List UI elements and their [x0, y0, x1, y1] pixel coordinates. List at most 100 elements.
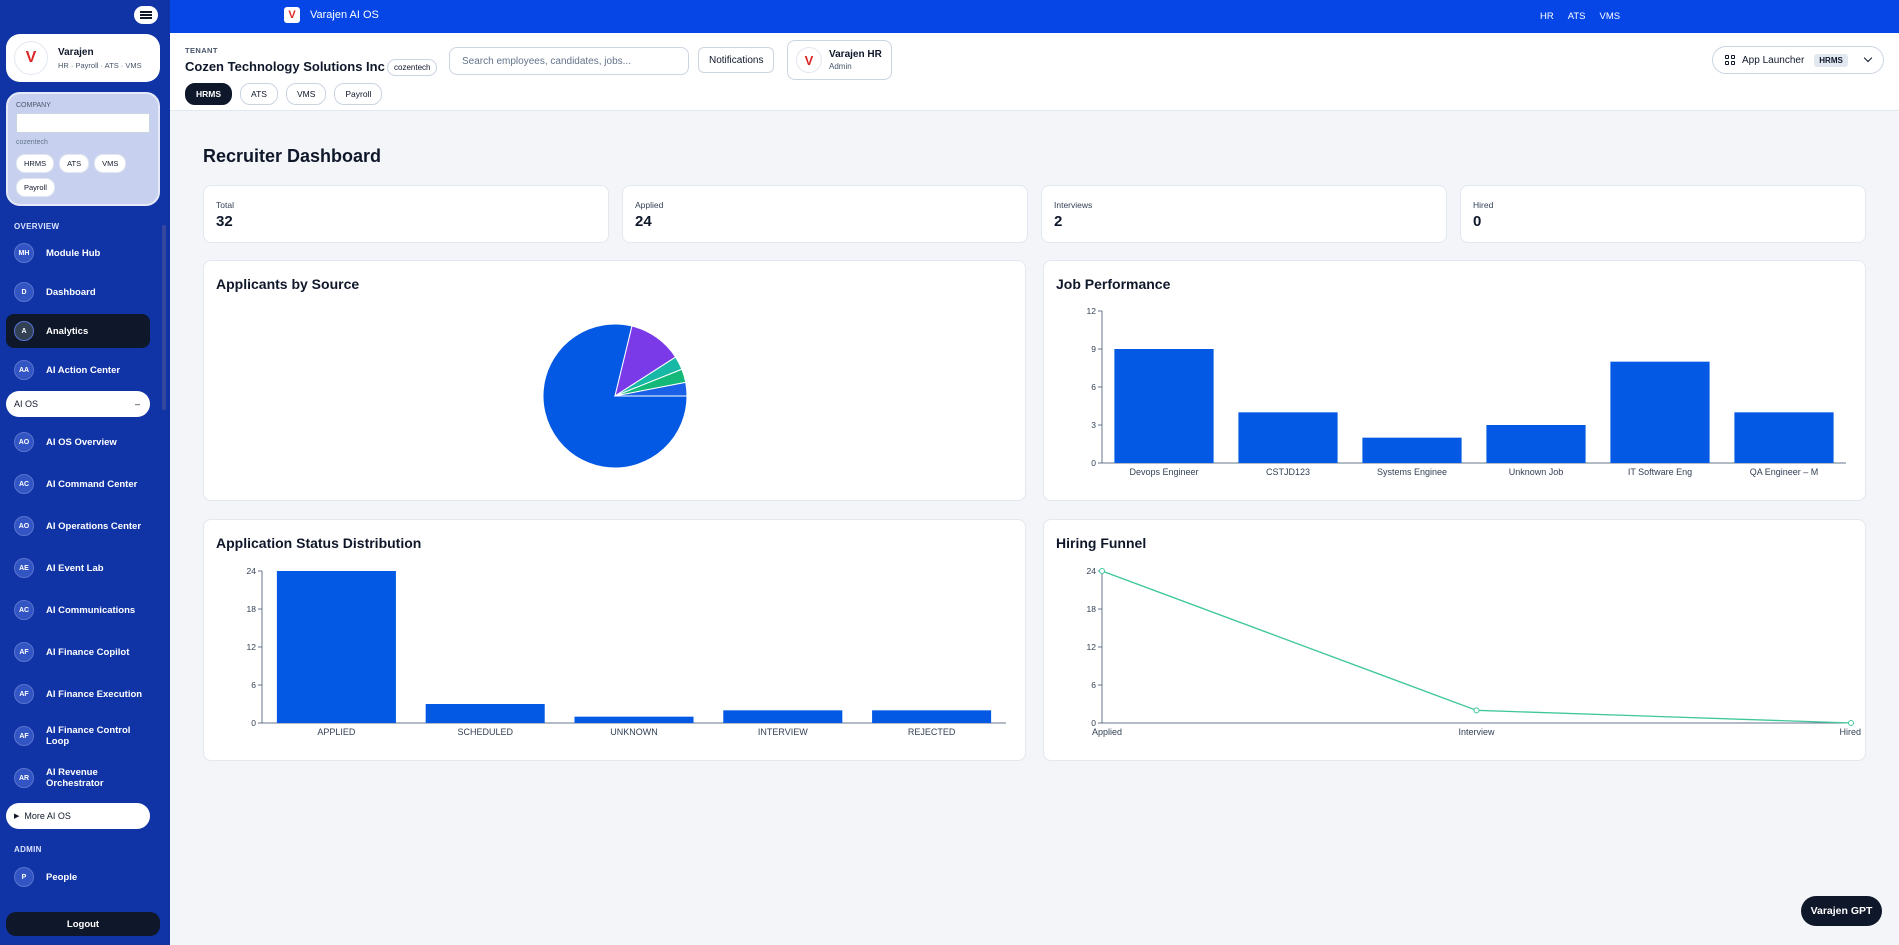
app-title: Varajen AI OS	[310, 9, 379, 21]
module-pill-hrms[interactable]: HRMS	[185, 83, 233, 105]
chart-title: Applicants by Source	[216, 276, 360, 292]
sidebar-item-analytics[interactable]: A Analytics	[6, 314, 150, 348]
varajen-gpt-button[interactable]: Varajen GPT	[1801, 896, 1882, 926]
x-tick-label: INTERVIEW	[758, 727, 808, 737]
bar	[425, 704, 545, 723]
sidebar-item-ai-finance-control-loop[interactable]: AF AI Finance Control Loop	[6, 719, 150, 753]
top-link-vms[interactable]: VMS	[1599, 11, 1621, 22]
stat-label: Interviews	[1054, 200, 1093, 210]
nav-badge: A	[14, 321, 34, 341]
x-tick-label: CSTJD123	[1266, 467, 1310, 477]
sidebar-item-label: AI Operations Center	[46, 520, 142, 532]
company-module-ats[interactable]: ATS	[59, 154, 90, 173]
sidebar-item-label: AI Revenue Orchestrator	[46, 767, 104, 789]
y-tick-label: 12	[1087, 642, 1097, 652]
sidebar-item-people[interactable]: P People	[6, 860, 150, 894]
bar	[1610, 361, 1710, 463]
x-tick-label: Systems Enginee	[1377, 467, 1447, 477]
menu-icon[interactable]	[134, 6, 158, 24]
y-tick-label: 6	[1091, 680, 1096, 690]
company-module-hrms[interactable]: HRMS	[16, 154, 55, 173]
stat-value: 0	[1473, 213, 1482, 230]
search-input[interactable]	[449, 47, 689, 75]
bar-chart: 0 3 6 9 12 Devops Engineer CSTJD123 Systems Eng…	[1087, 306, 1846, 477]
sidebar-item-ai-revenue-orchestrator[interactable]: AR AI Revenue Orchestrator	[6, 761, 150, 795]
bar	[1362, 437, 1462, 463]
x-tick-label: IT Software Eng	[1628, 467, 1692, 477]
chart-title: Job Performance	[1056, 276, 1171, 292]
sidebar-item-dashboard[interactable]: D Dashboard	[6, 275, 150, 309]
nav-badge: AC	[14, 474, 34, 494]
header: TENANT Cozen Technology Solutions Inc co…	[170, 33, 1899, 111]
more-ai-os-toggle[interactable]: ▶ More AI OS	[6, 803, 150, 829]
x-tick-label: APPLIED	[317, 727, 356, 737]
app-launcher-tag: HRMS	[1814, 53, 1848, 67]
sidebar-item-label: AI Finance Execution	[46, 688, 143, 700]
top-link-ats[interactable]: ATS	[1567, 11, 1586, 22]
nav-badge: P	[14, 867, 34, 887]
sidebar-item-ai-command-center[interactable]: AC AI Command Center	[6, 467, 150, 501]
stat-card-total: Total 32	[203, 185, 609, 243]
nav-badge: AF	[14, 642, 34, 662]
chart-card-application-status: Application Status Distribution 0 6 12 18 24…	[203, 519, 1026, 761]
sidebar-item-ai-finance-copilot[interactable]: AF AI Finance Copilot	[6, 635, 150, 669]
ai-os-group-toggle[interactable]: AI OS –	[6, 391, 150, 417]
sidebar-item-module-hub[interactable]: MH Module Hub	[6, 236, 150, 270]
chart-title: Application Status Distribution	[216, 535, 422, 551]
sidebar-item-ai-action-center[interactable]: AA AI Action Center	[6, 353, 150, 387]
sidebar-item-label: AI Communications	[46, 604, 136, 616]
y-tick-label: 18	[1087, 604, 1097, 614]
chart-card-applicants-by-source: Applicants by Source	[203, 260, 1026, 501]
y-tick-label: 0	[1091, 718, 1096, 728]
sidebar-item-label: AI OS Overview	[46, 436, 117, 448]
bar	[1238, 412, 1338, 463]
sidebar-item-label: AI Command Center	[46, 478, 138, 490]
sidebar-item-ai-operations-center[interactable]: AO AI Operations Center	[6, 509, 150, 543]
topbar: V Varajen AI OS HR ATS VMS	[170, 0, 1899, 33]
nav-badge: AA	[14, 360, 34, 380]
chevron-down-icon	[1863, 53, 1873, 63]
logout-button[interactable]: Logout	[6, 912, 160, 936]
notifications-button[interactable]: Notifications	[698, 47, 775, 73]
company-input[interactable]	[16, 113, 150, 133]
sidebar-item-ai-finance-execution[interactable]: AF AI Finance Execution	[6, 677, 150, 711]
sidebar-item-label: Dashboard	[46, 286, 96, 298]
y-tick-label: 12	[247, 642, 257, 652]
expand-icon: ▶	[14, 813, 20, 820]
x-tick-label: Unknown Job	[1509, 467, 1564, 477]
brand-card[interactable]: V Varajen HR · Payroll · ATS · VMS	[6, 34, 160, 82]
data-point	[1473, 707, 1480, 714]
module-pill-payroll[interactable]: Payroll	[334, 83, 383, 105]
sidebar-item-ai-event-lab[interactable]: AE AI Event Lab	[6, 551, 150, 585]
stat-value: 24	[635, 213, 652, 230]
sidebar-item-ai-communications[interactable]: AC AI Communications	[6, 593, 150, 627]
nav-badge: AR	[14, 768, 34, 788]
page-title: Recruiter Dashboard	[203, 146, 382, 166]
sidebar-item-label: AI Action Center	[46, 364, 121, 376]
sidebar-scrollbar[interactable]	[162, 225, 166, 410]
user-menu[interactable]: V Varajen HR Admin	[787, 40, 892, 80]
sidebar: V Varajen HR · Payroll · ATS · VMS COMPA…	[0, 0, 170, 945]
top-link-hr[interactable]: HR	[1540, 11, 1554, 22]
module-pill-vms[interactable]: VMS	[285, 83, 327, 105]
bar	[574, 716, 694, 723]
admin-section-label: ADMIN	[14, 845, 42, 854]
y-tick-label: 6	[1091, 382, 1096, 392]
pie-slice	[614, 381, 688, 397]
company-label: COMPANY	[16, 102, 51, 109]
sidebar-item-ai-os-overview[interactable]: AO AI OS Overview	[6, 425, 150, 459]
brand-logo: V	[14, 41, 48, 75]
bar	[1486, 425, 1586, 463]
sidebar-item-label: Analytics	[46, 325, 89, 337]
app-launcher-button[interactable]: App Launcher HRMS	[1712, 46, 1884, 74]
nav-badge: MH	[14, 243, 34, 263]
company-module-vms[interactable]: VMS	[94, 154, 127, 173]
nav-badge: AE	[14, 558, 34, 578]
company-module-payroll[interactable]: Payroll	[16, 178, 55, 197]
nav-badge: AO	[14, 432, 34, 452]
sidebar-item-label: AI Finance Copilot	[46, 646, 130, 658]
bar	[872, 710, 992, 723]
x-tick-label: QA Engineer – M	[1750, 467, 1819, 477]
module-pill-ats[interactable]: ATS	[240, 83, 278, 105]
group-label: AI OS	[14, 399, 39, 409]
